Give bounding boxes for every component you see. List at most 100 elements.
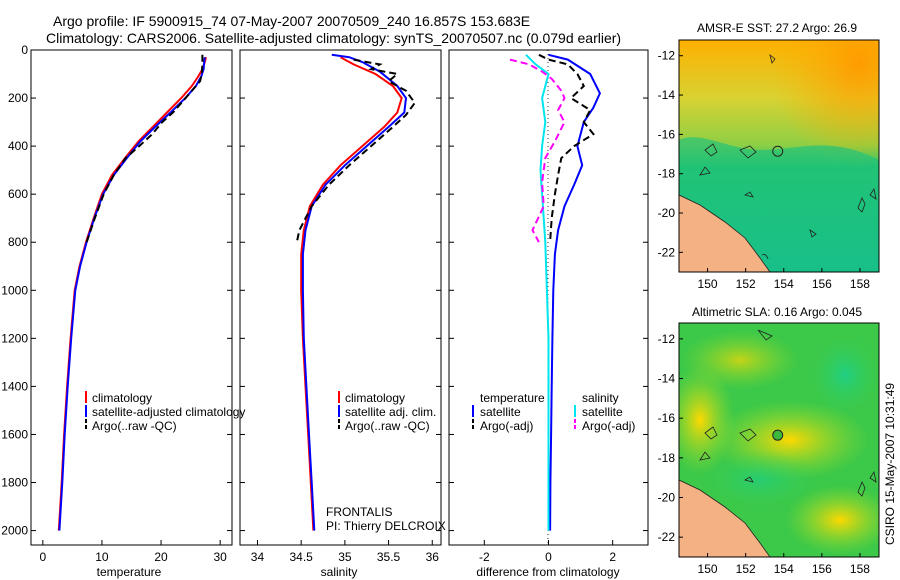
- depth-tick-label: 1600: [1, 427, 28, 441]
- depth-tick-label: 200: [8, 91, 28, 105]
- x-tick-label: 34.5: [289, 550, 313, 564]
- salinity-x-axis: 34 34.5 35 35.5 36: [251, 540, 439, 564]
- lat-tick-label: -20: [658, 491, 676, 505]
- depth-tick-label: 2000: [1, 524, 28, 538]
- header-line-1: Argo profile: IF 5900915_74 07-May-2007 …: [53, 13, 530, 29]
- legend-header-salinity: salinity: [582, 391, 619, 405]
- depth-tick-label: 400: [8, 139, 28, 153]
- difference-x-axis: -2 0 2: [479, 540, 616, 564]
- x-tick-label: 35: [338, 550, 352, 564]
- lon-tick-label: 158: [850, 562, 870, 576]
- legend-satellite: satellite-adjusted climatology: [92, 405, 245, 419]
- lon-tick-label: 152: [736, 562, 756, 576]
- temperature-xlabel: temperature: [97, 565, 162, 579]
- legend-satellite: satellite adj. clim.: [345, 405, 436, 419]
- depth-tick-label: 1400: [1, 379, 28, 393]
- temperature-axes: [30, 49, 233, 546]
- series-line-satellite: [301, 53, 408, 531]
- x-tick-label: 34: [251, 550, 265, 564]
- series-line-temperature-argo: [538, 53, 595, 243]
- argo-position-marker: [772, 145, 784, 157]
- difference-legend: temperature salinity satellite Argo(-adj…: [472, 391, 635, 433]
- series-line-salinity-satellite: [525, 54, 550, 531]
- lat-tick-label: -12: [658, 332, 676, 346]
- x-tick-label: 35.5: [377, 550, 401, 564]
- series-line-satellite: [58, 57, 206, 531]
- temperature-panel: 0 200 400 600 800 1000 1200 1400 1600 1800 2000 0 1…: [1, 43, 245, 579]
- lat-tick-label: -16: [658, 127, 676, 141]
- difference-panel: -2 0 2 temperature salinity satellite Argo…: [448, 49, 649, 579]
- lat-tick-label: -16: [658, 411, 676, 425]
- lon-tick-label: 152: [736, 277, 756, 291]
- series-line-argo: [295, 58, 417, 243]
- temperature-series: [57, 54, 207, 531]
- depth-tick-label: 600: [8, 187, 28, 201]
- series-line-salinity-argo: [509, 58, 566, 243]
- creation-stamp: CSIRO 15-May-2007 10:31:49: [883, 383, 897, 545]
- x-tick-label: 0: [39, 550, 46, 564]
- lon-tick-label: 156: [812, 277, 832, 291]
- sst-map-title: AMSR-E SST: 27.2 Argo: 26.9: [697, 21, 857, 35]
- legend-argo: Argo(..raw -QC): [345, 419, 430, 433]
- x-tick-label: 10: [95, 550, 109, 564]
- australia-coast: [679, 194, 771, 272]
- difference-xlabel: difference from climatology: [476, 565, 619, 579]
- difference-series: [509, 53, 602, 531]
- series-line-argo: [85, 54, 204, 243]
- lon-tick-label: 158: [850, 277, 870, 291]
- x-tick-label: 20: [154, 550, 168, 564]
- x-tick-label: 36: [426, 550, 440, 564]
- legend-header-temperature: temperature: [480, 391, 545, 405]
- depth-tick-label: 1000: [1, 283, 28, 297]
- australia-coast: [679, 479, 771, 557]
- argo-position-marker: [772, 429, 784, 441]
- x-tick-label: -2: [479, 550, 490, 564]
- series-line-climatology: [57, 56, 207, 531]
- float-project: FRONTALIS: [326, 505, 392, 519]
- legend-temp-argo: Argo(-adj): [480, 419, 533, 433]
- legend-argo: Argo(..raw -QC): [92, 419, 177, 433]
- salinity-xlabel: salinity: [321, 565, 358, 579]
- temperature-legend: climatology satellite-adjusted climatolo…: [85, 391, 245, 433]
- lat-tick-label: -20: [658, 206, 676, 220]
- sla-map-panel: Altimetric SLA: 0.16 Argo: 0.045 150 152 1…: [658, 305, 880, 576]
- difference-y-ticks: [449, 49, 648, 532]
- legend-sal-satellite: satellite: [582, 405, 623, 419]
- x-tick-label: 2: [609, 550, 616, 564]
- x-tick-label: 0: [545, 550, 552, 564]
- salinity-legend: climatology satellite adj. clim. Argo(..…: [338, 391, 436, 433]
- salinity-axes: [239, 49, 442, 546]
- legend-sal-argo: Argo(-adj): [582, 419, 635, 433]
- legend-climatology: climatology: [345, 391, 405, 405]
- lat-tick-label: -22: [658, 530, 676, 544]
- sst-map-frame: [678, 39, 880, 273]
- depth-axis: 0 200 400 600 800 1000 1200 1400 1600 1800 2000: [1, 43, 232, 538]
- lat-tick-label: -14: [658, 88, 676, 102]
- header-line-2: Climatology: CARS2006. Satellite-adjuste…: [46, 30, 621, 46]
- sst-field: [679, 40, 879, 272]
- float-pi: PI: Thierry DELCROIX: [326, 519, 446, 533]
- legend-climatology: climatology: [92, 391, 152, 405]
- lon-tick-label: 150: [698, 562, 718, 576]
- salinity-y-ticks: [240, 49, 441, 532]
- lon-tick-label: 154: [774, 562, 794, 576]
- salinity-series: [295, 53, 417, 531]
- sst-map-panel: AMSR-E SST: 27.2 Argo: 26.9 150 152 154 156…: [658, 21, 880, 291]
- sla-map-frame: [678, 322, 880, 558]
- lat-tick-label: -14: [658, 372, 676, 386]
- lon-tick-label: 156: [812, 562, 832, 576]
- legend-temp-satellite: satellite: [480, 405, 521, 419]
- depth-tick-label: 1200: [1, 331, 28, 345]
- sla-map-title: Altimetric SLA: 0.16 Argo: 0.045: [692, 305, 862, 319]
- depth-tick-label: 0: [21, 43, 28, 57]
- sla-map-axes: 150 152 154 156 158 -12 -14 -16 -18 -20 -22: [658, 332, 871, 576]
- lat-tick-label: -18: [658, 167, 676, 181]
- lon-tick-label: 150: [698, 277, 718, 291]
- lon-tick-label: 154: [774, 277, 794, 291]
- x-tick-label: 30: [213, 550, 227, 564]
- depth-tick-label: 800: [8, 235, 28, 249]
- series-line-temperature-satellite: [548, 53, 602, 531]
- lat-tick-label: -18: [658, 451, 676, 465]
- salinity-panel: 34 34.5 35 35.5 36 climatology satellite adj…: [239, 49, 446, 579]
